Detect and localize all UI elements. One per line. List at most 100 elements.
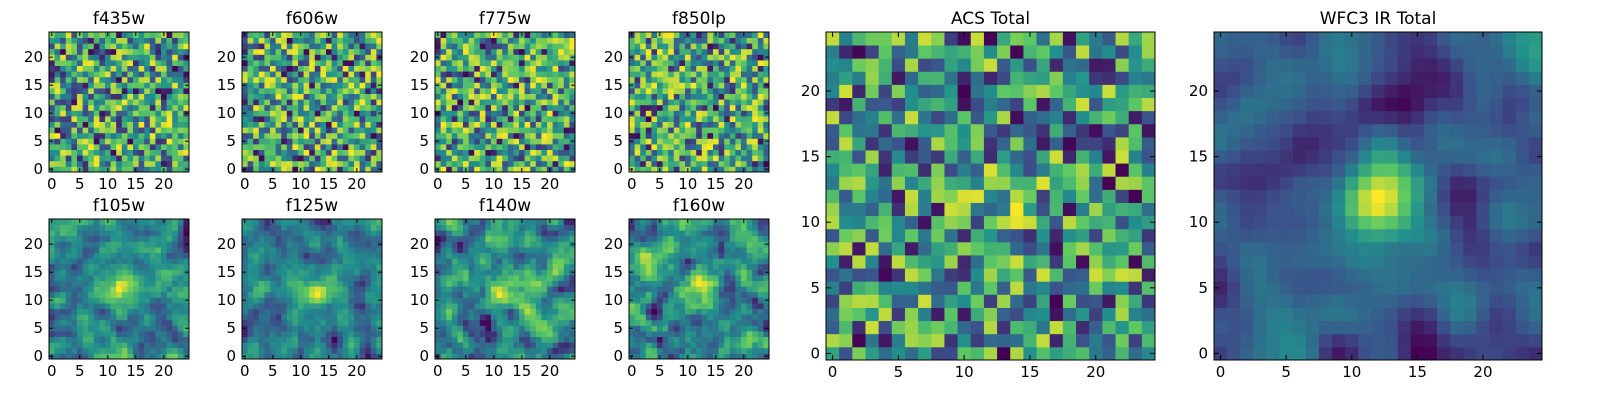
heatmap-cell (741, 149, 747, 156)
heatmap-cell (446, 60, 453, 66)
heatmap-cell (541, 60, 548, 66)
heatmap-cell (507, 297, 514, 304)
heatmap-cell (155, 160, 162, 167)
heatmap-cell (668, 319, 675, 326)
heatmap-cell (640, 342, 647, 349)
heatmap-cell (275, 37, 282, 44)
heatmap-cell (535, 219, 542, 225)
heatmap-cell (292, 76, 299, 83)
heatmap-cell (547, 241, 553, 248)
heatmap-cell (634, 54, 641, 61)
heatmap-cell (440, 37, 447, 44)
heatmap-cell (673, 149, 680, 156)
heatmap-cell (741, 104, 747, 111)
heatmap-cell (292, 127, 299, 134)
heatmap-cell (298, 149, 304, 156)
heatmap-cell (468, 60, 475, 66)
heatmap-cell (110, 116, 117, 122)
heatmap-cell (149, 144, 156, 150)
heatmap-cell (451, 37, 458, 44)
heatmap-cell (474, 127, 481, 134)
heatmap-cell (247, 219, 254, 225)
heatmap-cell (77, 138, 83, 145)
heatmap-cell (242, 247, 248, 253)
heatmap-cell (485, 347, 492, 354)
heatmap-cell (320, 132, 327, 139)
heatmap-cell (629, 160, 635, 167)
heatmap-cell (110, 336, 117, 343)
heatmap-cell (696, 314, 703, 321)
heatmap-cell (701, 319, 708, 326)
heatmap-cell (513, 252, 520, 259)
heatmap-cell (298, 224, 304, 231)
heatmap-cell (451, 325, 458, 332)
heatmap-cell (138, 54, 145, 61)
heatmap-cell (105, 132, 111, 139)
heatmap-cell (696, 71, 703, 78)
heatmap-cell (507, 303, 514, 309)
x-tick-label: 10 (484, 175, 503, 193)
heatmap-cell (485, 37, 492, 44)
heatmap-cell (547, 269, 553, 276)
heatmap-cell (729, 76, 736, 83)
heatmap-cell (60, 347, 67, 354)
heatmap-cell (99, 269, 106, 276)
heatmap-cell (679, 110, 686, 117)
heatmap-cell (662, 319, 669, 326)
heatmap-cell (116, 235, 123, 242)
heatmap-cell (541, 252, 548, 259)
heatmap-cell (696, 353, 703, 360)
heatmap-cell (105, 325, 111, 332)
heatmap-cell (286, 43, 293, 50)
heatmap-cell (342, 325, 349, 332)
heatmap-cell (491, 247, 497, 253)
heatmap-cell (110, 132, 117, 139)
heatmap-cell (183, 219, 190, 225)
heatmap-cell (337, 149, 344, 156)
heatmap-cell (491, 88, 497, 94)
heatmap-cell (673, 347, 680, 354)
heatmap-cell (563, 319, 570, 326)
heatmap-cell (457, 353, 464, 360)
heatmap-cell (348, 32, 355, 38)
heatmap-cell (752, 54, 759, 61)
heatmap-cell (513, 76, 520, 83)
heatmap-cell (690, 166, 697, 173)
heatmap-cell (354, 319, 360, 326)
heatmap-cell (463, 235, 469, 242)
y-tick-label: 20 (217, 235, 236, 253)
heatmap-cell (763, 303, 770, 309)
heatmap-cell (116, 347, 123, 354)
heatmap-cell (110, 88, 117, 94)
heatmap-cell (502, 104, 509, 111)
heatmap-cell (558, 121, 565, 128)
heatmap-cell (138, 331, 145, 337)
heatmap-cell (88, 314, 95, 321)
heatmap-cells (629, 219, 770, 360)
heatmap-cell (60, 60, 67, 66)
heatmap-cell (242, 65, 248, 72)
heatmap-cell (242, 160, 248, 167)
heatmap-cell (253, 263, 260, 270)
heatmap-cell (258, 99, 265, 106)
heatmap-cell (172, 138, 179, 145)
heatmap-cell (634, 60, 641, 66)
heatmap-cell (491, 342, 497, 349)
heatmap-cell (144, 76, 151, 83)
heatmap-cell (558, 76, 565, 83)
heatmap-cell (71, 54, 78, 61)
heatmap-cell (354, 314, 360, 321)
heatmap-cell (121, 132, 128, 139)
heatmap-cell (292, 347, 299, 354)
heatmap-cell (326, 314, 332, 321)
heatmap-cell (242, 319, 248, 326)
heatmap-cell (116, 104, 123, 111)
heatmap-cell (99, 331, 106, 337)
heatmap-cell (463, 71, 469, 78)
heatmap-cell (281, 138, 288, 145)
heatmap-cell (502, 258, 509, 265)
heatmap-cell (370, 247, 377, 253)
heatmap-cell (253, 160, 260, 167)
heatmap-cell (370, 127, 377, 134)
heatmap-cell (530, 93, 537, 100)
